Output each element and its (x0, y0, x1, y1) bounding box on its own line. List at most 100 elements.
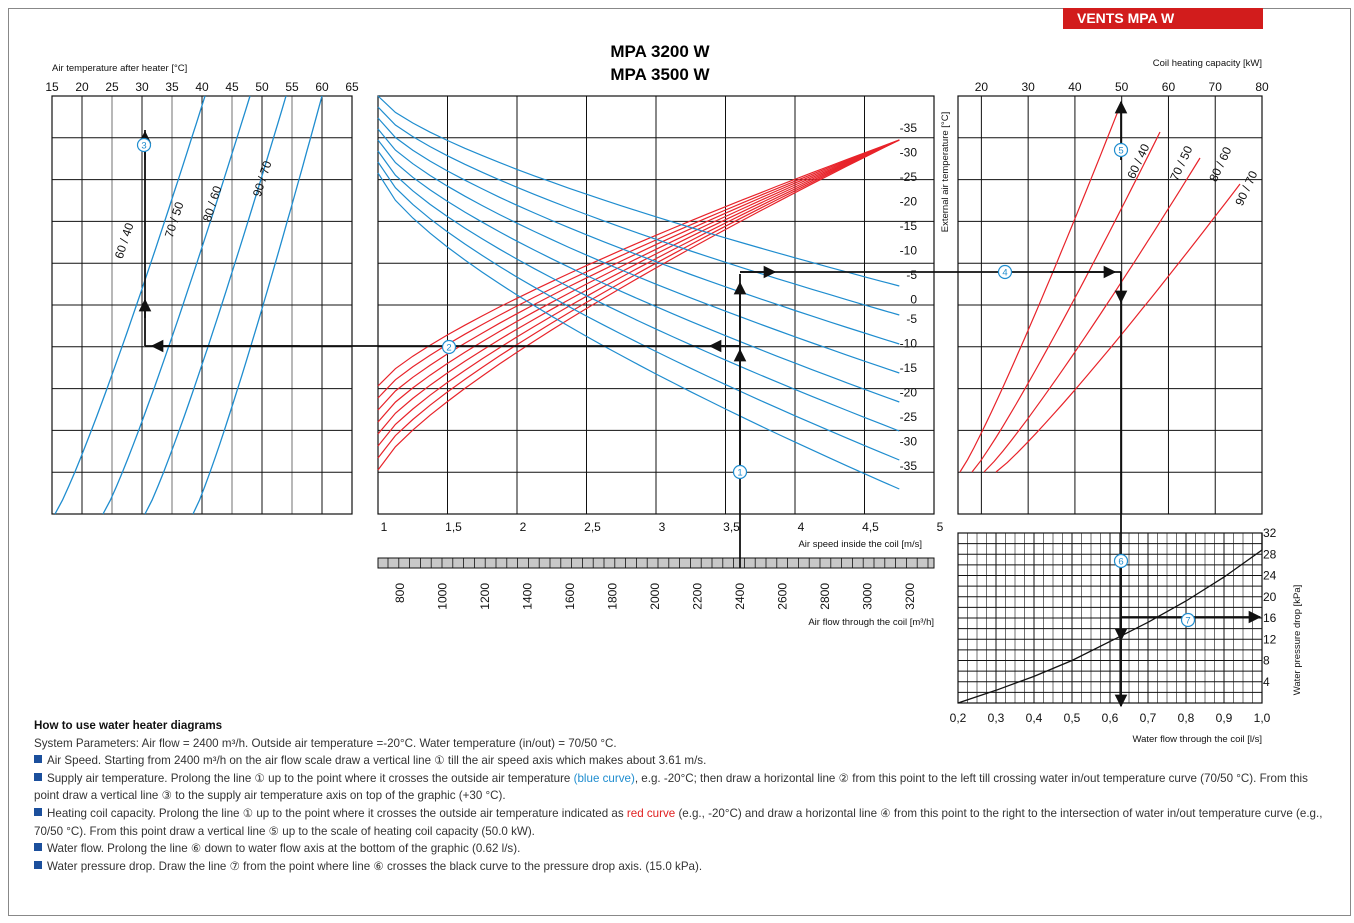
water-flow-axis-title: Water flow through the coil [l/s] (1132, 734, 1262, 745)
blue-curve-label: -20 (900, 386, 918, 400)
blue-temp-curve (377, 161, 900, 461)
water-flow-tick-label: 0,8 (1178, 711, 1195, 725)
left-curve-9070 (192, 95, 323, 515)
blue-curve-label: -25 (900, 410, 918, 424)
air-speed-tick-label: 3 (659, 520, 666, 534)
step-marker-label: 1 (737, 468, 742, 479)
air-flow-tick-label: 2800 (818, 583, 832, 610)
water-flow-tick-label: 0,7 (1140, 711, 1157, 725)
red-temp-curve (377, 139, 900, 435)
bullet-square-icon (34, 860, 42, 869)
water-flow-tick-label: 0,2 (950, 711, 967, 725)
capacity-tick-label: 80 (1255, 80, 1269, 94)
air-speed-tick-label: 5 (937, 520, 944, 534)
red-curve-label: 0 (910, 293, 917, 307)
red-curve-label: -20 (900, 195, 918, 209)
capacity-curve (971, 131, 1161, 473)
blue-curve-label: -10 (900, 337, 918, 351)
air-flow-tick-label: 2000 (648, 583, 662, 610)
capacity-curve (959, 105, 1121, 473)
right-axis-title: Coil heating capacity [kW] (1153, 58, 1262, 69)
left-tick-label: 50 (255, 80, 269, 94)
red-curve-label: -30 (900, 146, 918, 160)
pressure-tick-label: 28 (1263, 547, 1277, 561)
left-tick-label: 15 (45, 80, 59, 94)
pressure-tick-label: 20 (1263, 590, 1277, 604)
blue-temp-curve (377, 117, 900, 345)
blue-temp-curve (377, 150, 900, 432)
air-flow-tick-label: 2200 (691, 583, 705, 610)
left-tick-label: 65 (345, 80, 359, 94)
howto-supply-text-b: , e.g. -20°C; then draw a horizontal lin… (34, 771, 1308, 803)
howto-capacity-red: red curve (626, 806, 676, 820)
blue-temp-curve (377, 139, 900, 403)
capacity-tick-label: 50 (1115, 80, 1129, 94)
left-tick-label: 30 (135, 80, 149, 94)
right-panel-frame (957, 95, 1263, 515)
air-flow-tick-label: 1400 (521, 583, 535, 610)
left-axis-title: Air temperature after heater [°C] (52, 63, 187, 74)
left-panel-frame (51, 95, 353, 515)
capacity-curve-label: 70 / 50 (1167, 143, 1195, 182)
pressure-tick-label: 16 (1263, 611, 1277, 625)
capacity-curve (995, 183, 1241, 473)
red-temp-curve (377, 139, 900, 459)
water-flow-tick-label: 0,4 (1026, 711, 1043, 725)
howto-supply: Supply air temperature. Prolong the line… (34, 770, 1334, 805)
red-temp-curve (377, 139, 900, 471)
air-speed-axis-title: Air speed inside the coil [m/s] (798, 539, 922, 550)
water-flow-tick-label: 0,5 (1064, 711, 1081, 725)
bullet-square-icon (34, 843, 42, 852)
howto-pressure-text: Water pressure drop. Draw the line ⑦ fro… (47, 859, 703, 873)
water-flow-tick-label: 0,6 (1102, 711, 1119, 725)
red-temp-curve (377, 139, 900, 399)
blue-temp-curve (377, 95, 900, 287)
left-curve-label: 80 / 60 (200, 184, 225, 224)
step-marker-7 (1180, 612, 1196, 628)
left-tick-label: 25 (105, 80, 119, 94)
howto-air-speed: Air Speed. Starting from 2400 m³/h on th… (34, 752, 1334, 770)
capacity-tick-label: 20 (975, 80, 989, 94)
red-curve-label: -10 (900, 244, 918, 258)
air-speed-tick-label: 1 (381, 520, 388, 534)
air-flow-tick-label: 2400 (733, 583, 747, 610)
red-temp-curve (377, 139, 900, 411)
red-temp-curve (377, 139, 900, 387)
capacity-tick-label: 40 (1068, 80, 1082, 94)
howto-water-flow: Water flow. Prolong the line ⑥ down to w… (34, 840, 1334, 858)
red-temp-curve (377, 139, 900, 423)
water-flow-tick-label: 1,0 (1254, 711, 1271, 725)
water-flow-tick-label: 0,9 (1216, 711, 1233, 725)
step-marker-5 (1113, 142, 1129, 158)
air-speed-tick-label: 2,5 (584, 520, 601, 534)
howto-water-flow-text: Water flow. Prolong the line ⑥ down to w… (47, 842, 521, 856)
step-marker-2 (441, 339, 457, 355)
chart-title-line2: MPA 3500 W (610, 65, 710, 84)
middle-y-axis-title: External air temperature [°C] (940, 112, 951, 233)
air-flow-tick-label: 3000 (861, 583, 875, 610)
air-speed-tick-label: 4,5 (862, 520, 879, 534)
pressure-panel-frame (957, 532, 1263, 704)
blue-temp-curve (377, 106, 900, 316)
step-marker-label: 7 (1185, 616, 1190, 627)
air-speed-tick-label: 3,5 (723, 520, 740, 534)
pressure-tick-label: 4 (1263, 675, 1270, 689)
water-flow-tick-label: 0,3 (988, 711, 1005, 725)
left-curve-7050 (102, 95, 251, 515)
air-speed-tick-label: 2 (520, 520, 527, 534)
air-speed-tick-label: 1,5 (445, 520, 462, 534)
step-marker-6 (1113, 553, 1129, 569)
step-marker-label: 4 (1002, 268, 1007, 279)
left-tick-label: 35 (165, 80, 179, 94)
capacity-tick-label: 70 (1209, 80, 1223, 94)
left-curve-label: 60 / 40 (112, 221, 137, 261)
pressure-tick-label: 8 (1263, 654, 1270, 668)
howto-capacity-text-b: (e.g., -20°C) and draw a horizontal line… (34, 806, 1323, 838)
left-tick-label: 60 (315, 80, 329, 94)
capacity-curve-label: 80 / 60 (1206, 144, 1234, 183)
page-frame (8, 8, 1351, 916)
pressure-tick-label: 32 (1263, 526, 1277, 540)
air-flow-tick-label: 2600 (776, 583, 790, 610)
blue-curve-label: -5 (906, 312, 917, 326)
